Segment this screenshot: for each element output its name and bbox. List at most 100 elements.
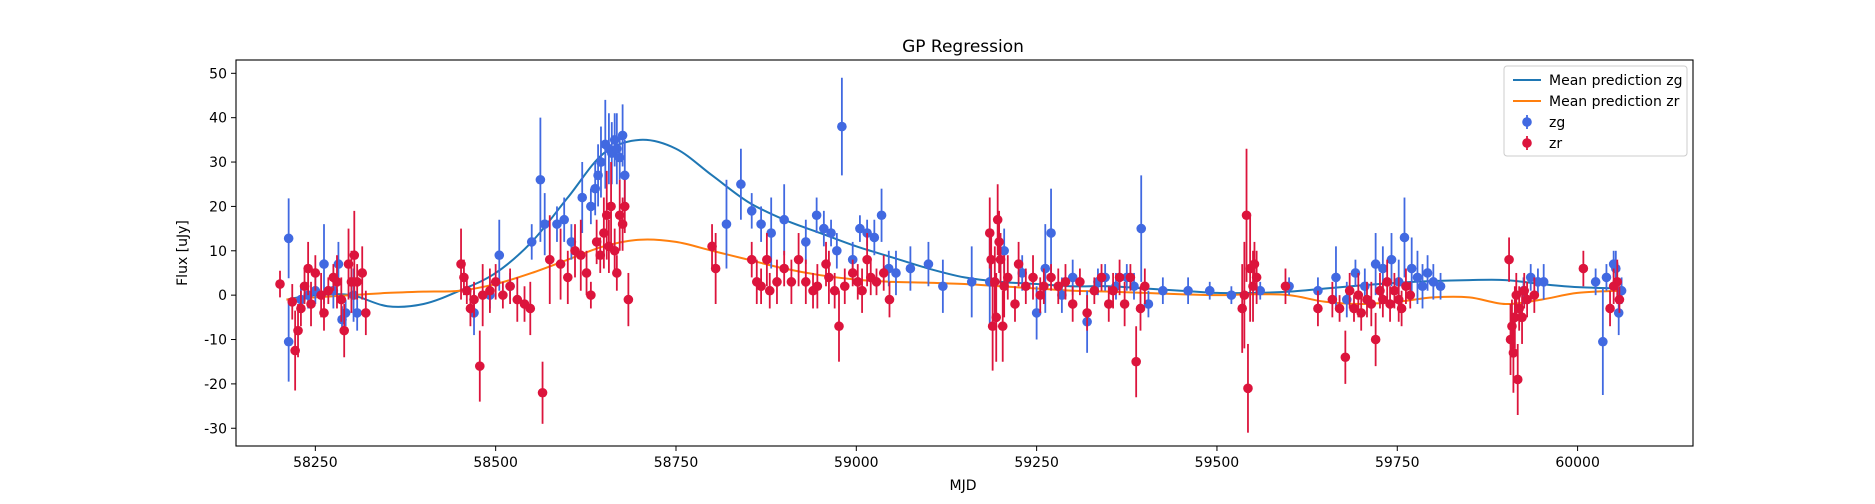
data-point xyxy=(552,219,562,229)
data-point xyxy=(361,308,371,318)
legend-box xyxy=(1503,65,1688,157)
data-point xyxy=(1046,228,1056,238)
data-point xyxy=(997,321,1008,332)
data-point xyxy=(1060,277,1071,287)
x-tick-label: 58500 xyxy=(473,455,518,471)
x-tick-label: 59000 xyxy=(834,455,879,471)
data-point xyxy=(1412,272,1423,283)
legend-label: zg xyxy=(1549,115,1565,131)
data-point xyxy=(721,219,732,229)
data-point xyxy=(1435,281,1446,292)
legend-item: Mean prediction zr xyxy=(1513,94,1680,110)
data-point xyxy=(1031,308,1042,318)
data-point xyxy=(591,237,602,247)
data-point xyxy=(352,308,362,318)
data-point xyxy=(1396,303,1407,314)
data-point xyxy=(595,250,606,261)
data-point xyxy=(832,245,842,256)
data-point xyxy=(537,387,548,398)
data-point xyxy=(275,279,285,289)
data-point xyxy=(606,201,616,212)
data-point xyxy=(609,245,620,256)
data-point xyxy=(601,210,612,221)
data-point xyxy=(319,259,329,269)
data-point xyxy=(984,228,995,238)
series-zr xyxy=(275,148,1625,433)
data-point xyxy=(1386,254,1397,265)
data-point xyxy=(1108,285,1118,296)
data-point xyxy=(1360,281,1370,292)
x-tick-label: 58250 xyxy=(293,455,338,471)
data-point xyxy=(1082,308,1092,318)
data-point xyxy=(1590,277,1601,287)
data-point xyxy=(736,179,746,190)
data-point xyxy=(581,268,592,278)
data-point xyxy=(293,325,303,336)
data-point xyxy=(884,294,895,305)
data-point xyxy=(1002,272,1013,283)
data-point xyxy=(577,192,588,203)
data-point xyxy=(323,285,334,296)
data-point xyxy=(1525,272,1536,283)
data-point xyxy=(986,254,996,265)
data-point xyxy=(303,263,313,274)
data-point xyxy=(299,281,310,292)
data-point xyxy=(987,321,998,332)
data-point xyxy=(1035,290,1046,300)
data-point xyxy=(1601,272,1612,283)
plot-frame xyxy=(235,59,1694,447)
x-tick-label: 59500 xyxy=(1195,455,1240,471)
data-point xyxy=(1313,303,1323,314)
data-point xyxy=(756,281,766,292)
data-point xyxy=(1510,312,1520,323)
data-point xyxy=(999,245,1009,256)
data-point xyxy=(1158,285,1168,296)
x-tick-label: 60000 xyxy=(1555,455,1600,471)
data-point xyxy=(839,281,850,292)
data-point xyxy=(786,277,797,287)
data-point xyxy=(1143,299,1154,309)
data-point xyxy=(596,157,606,167)
data-point xyxy=(498,290,508,300)
data-point xyxy=(1131,356,1141,367)
data-point xyxy=(465,303,476,314)
data-point xyxy=(477,290,488,300)
data-point xyxy=(1406,263,1417,274)
data-point xyxy=(1053,281,1064,292)
data-point xyxy=(283,336,294,347)
data-point xyxy=(995,254,1006,265)
data-point xyxy=(847,268,858,278)
data-point xyxy=(1039,281,1049,292)
data-point xyxy=(586,290,596,300)
data-point xyxy=(1422,268,1433,278)
data-point xyxy=(1378,294,1388,305)
data-point xyxy=(855,223,865,234)
data-point xyxy=(494,250,505,261)
data-point xyxy=(1021,281,1031,292)
data-point xyxy=(837,121,847,132)
data-point xyxy=(490,277,501,287)
y-tick-label: 10 xyxy=(209,244,227,260)
legend-item: Mean prediction zg xyxy=(1513,73,1683,89)
data-point xyxy=(999,281,1009,292)
data-point xyxy=(1344,285,1355,296)
data-point xyxy=(623,294,634,305)
data-point xyxy=(283,233,294,244)
data-point xyxy=(1125,272,1136,283)
data-point xyxy=(512,294,523,305)
data-point xyxy=(1389,285,1400,296)
data-point xyxy=(357,268,368,278)
data-point xyxy=(525,303,536,314)
data-point xyxy=(474,361,485,371)
legend-item: zg xyxy=(1522,115,1565,131)
data-point xyxy=(575,250,586,261)
data-point xyxy=(1370,334,1381,345)
data-point xyxy=(535,174,546,185)
data-point xyxy=(793,254,804,265)
data-point xyxy=(1129,281,1139,292)
data-point xyxy=(469,294,479,305)
legend-label: zr xyxy=(1549,136,1562,152)
data-point xyxy=(333,259,344,269)
series-zg xyxy=(283,77,1627,395)
